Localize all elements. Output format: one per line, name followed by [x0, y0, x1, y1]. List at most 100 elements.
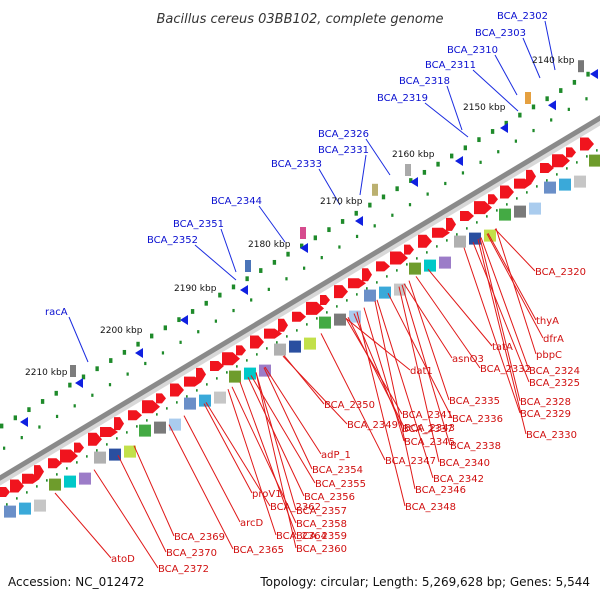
gene-dot — [126, 431, 128, 434]
gene-label-lower: BCA_2360 — [296, 544, 347, 555]
gene-arrow-reverse — [20, 417, 28, 427]
gene-dot — [346, 299, 348, 302]
gene-dot — [396, 269, 398, 272]
gene-dot — [40, 399, 45, 404]
connector-line — [203, 403, 253, 494]
connector-line — [220, 228, 237, 273]
gene-arrow-forward — [264, 328, 282, 339]
gene-dot — [477, 137, 481, 143]
gene-label-lower: dat1 — [410, 366, 433, 377]
gene-dot — [426, 251, 428, 254]
gene-dot — [496, 209, 498, 212]
gene-arrow-forward — [236, 345, 246, 356]
gene-block — [559, 178, 571, 191]
gene-dot — [216, 377, 218, 380]
gene-dot — [567, 107, 570, 111]
gene-block — [514, 205, 526, 218]
gene-arrow-forward — [474, 201, 492, 215]
tick-label: 2160 kbp — [392, 150, 435, 160]
connector-line — [283, 355, 325, 405]
gene-block — [244, 367, 256, 380]
connector-line — [239, 381, 297, 536]
gene-label-lower: BCA_2324 — [529, 366, 580, 377]
gene-dot — [91, 393, 94, 397]
accession-text: Accession: NC_012472 — [8, 575, 144, 589]
gene-dot — [436, 245, 438, 248]
gene-label-lower: proV1 — [252, 489, 282, 500]
gene-dot — [6, 503, 8, 506]
gene-dot — [296, 329, 298, 332]
connector-line — [255, 372, 297, 511]
connector-line — [486, 233, 544, 339]
gene-dot — [236, 365, 238, 368]
connector-line — [183, 415, 241, 523]
connector-line — [477, 239, 527, 435]
gene-arrow-forward — [48, 458, 62, 469]
gene-block — [169, 418, 181, 431]
gene-block — [64, 475, 76, 488]
gene-arrow-reverse — [75, 378, 83, 388]
gene-arrow-forward — [292, 311, 306, 322]
gene-dot — [585, 97, 588, 101]
gene-arrow-reverse — [455, 156, 463, 166]
gene-dot — [476, 221, 478, 224]
gene-dot — [55, 414, 59, 419]
gene-dot — [422, 169, 427, 175]
gene-block — [454, 235, 466, 248]
connector-line — [68, 316, 89, 363]
connector-line — [117, 454, 167, 553]
gene-arrow-forward — [0, 487, 10, 497]
gene-label-lower: pbpC — [536, 350, 562, 361]
gene-arrow-forward — [34, 465, 44, 479]
gene-block — [574, 175, 586, 188]
gene-dot — [204, 300, 208, 306]
connector-line — [363, 307, 405, 442]
gene-label-upper: BCA_2333 — [271, 159, 322, 170]
gene-label-lower: BCA_2365 — [233, 545, 284, 556]
gene-dot — [486, 215, 488, 218]
gene-dot — [232, 308, 235, 313]
gene-arrow-forward — [142, 400, 160, 414]
gene-label-lower: BCA_2358 — [296, 519, 347, 530]
gene-dot — [479, 160, 482, 164]
gene-label-lower: atoD — [111, 554, 135, 565]
gene-dot — [572, 79, 577, 85]
gene-dot — [368, 202, 372, 208]
gene-dot — [326, 311, 328, 314]
connector-line — [522, 37, 541, 79]
gene-dot — [272, 259, 277, 265]
gene-dot — [146, 419, 148, 422]
gene-arrow-forward — [100, 427, 118, 437]
gene-dot — [446, 239, 448, 242]
gene-dot — [38, 425, 41, 429]
gene-block-upper — [372, 183, 378, 196]
gene-dot — [126, 372, 129, 376]
connector-line — [264, 366, 322, 455]
gene-arrow-reverse — [500, 123, 508, 133]
gene-dot — [506, 203, 508, 206]
gene-block — [274, 343, 286, 356]
connector-line — [401, 284, 451, 446]
gene-label-lower: BCA_2347 — [385, 456, 436, 467]
gene-arrow-forward — [418, 234, 432, 248]
gene-block — [94, 451, 106, 464]
gene-dot — [267, 287, 270, 291]
gene-arrow-forward — [334, 285, 348, 299]
gene-dot — [550, 118, 553, 122]
gene-arrow-forward — [376, 261, 390, 272]
connector-line — [463, 247, 521, 414]
gene-dot — [416, 257, 418, 260]
gene-block — [484, 229, 496, 242]
gene-dot — [355, 234, 359, 239]
gene-dot — [106, 443, 108, 446]
gene-dot — [354, 210, 358, 216]
gene-label-lower: BCA_2354 — [312, 465, 363, 476]
connector-line — [168, 424, 234, 550]
gene-dot — [376, 281, 378, 284]
gene-dot — [16, 497, 18, 500]
gene-label-upper: BCA_2344 — [211, 196, 262, 207]
gene-dot — [545, 96, 549, 102]
gene-dot — [327, 227, 331, 233]
gene-dot — [386, 275, 388, 278]
gene-label-lower: BCA_2325 — [529, 378, 580, 389]
